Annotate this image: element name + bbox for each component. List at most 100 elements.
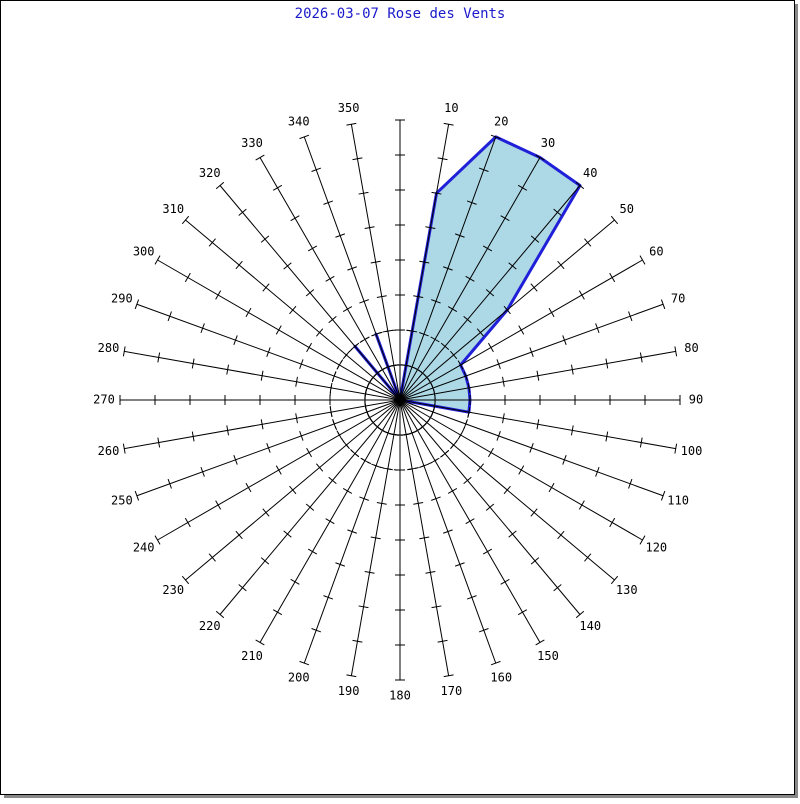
- tick-mark: [530, 235, 540, 243]
- tick-mark: [496, 359, 501, 369]
- direction-label: 330: [241, 136, 263, 150]
- tick-mark: [465, 518, 475, 525]
- tick-mark: [419, 536, 430, 540]
- tick-mark: [639, 437, 643, 448]
- tick-mark: [443, 266, 453, 271]
- tick-mark: [478, 167, 489, 172]
- tick-mark: [233, 335, 238, 346]
- tick-mark: [290, 578, 300, 585]
- tick-mark: [578, 500, 585, 510]
- tick-mark: [245, 482, 252, 493]
- tick-mark: [503, 305, 511, 315]
- tick-mark: [628, 311, 633, 322]
- tick-mark: [191, 358, 195, 369]
- tick-mark: [430, 457, 440, 464]
- tick-mark: [311, 628, 322, 633]
- tick-mark: [562, 454, 567, 465]
- chart-title: 2026-03-07 Rose des Vents: [295, 6, 506, 22]
- tick-mark: [200, 323, 205, 334]
- direction-label: 150: [537, 649, 559, 663]
- tick-mark: [289, 485, 297, 495]
- tick-mark: [311, 167, 322, 172]
- tick-mark: [260, 235, 270, 243]
- tick-mark: [191, 431, 195, 442]
- tick-mark: [529, 347, 534, 357]
- tick-mark: [447, 306, 458, 313]
- tick-mark: [154, 255, 161, 265]
- tick-mark: [437, 639, 448, 643]
- tick-mark: [266, 347, 271, 357]
- direction-label: 160: [490, 671, 512, 685]
- tick-mark: [262, 508, 270, 517]
- tick-mark: [530, 283, 538, 292]
- tick-mark: [315, 463, 324, 472]
- direction-label: 110: [667, 494, 689, 508]
- tick-mark: [371, 332, 381, 337]
- tick-mark: [346, 122, 357, 126]
- tick-mark: [609, 517, 616, 528]
- tick-mark: [584, 553, 592, 562]
- tick-mark: [272, 609, 283, 616]
- tick-mark: [609, 272, 616, 283]
- tick-mark: [437, 157, 448, 161]
- tick-mark: [306, 447, 313, 458]
- tick-mark: [295, 413, 298, 424]
- tick-mark: [500, 578, 510, 585]
- tick-mark: [215, 610, 225, 619]
- tick-mark: [342, 306, 353, 313]
- tick-mark: [431, 605, 442, 609]
- tick-mark: [502, 376, 505, 387]
- tick-mark: [352, 639, 363, 643]
- tick-mark: [557, 530, 565, 540]
- direction-label: 180: [389, 689, 411, 703]
- tick-mark: [262, 283, 270, 292]
- direction-label: 90: [689, 393, 703, 407]
- tick-mark: [299, 431, 304, 441]
- tick-mark: [530, 557, 540, 565]
- tick-mark: [443, 674, 454, 678]
- tick-mark: [639, 535, 646, 545]
- tick-mark: [674, 346, 678, 357]
- tick-mark: [502, 413, 505, 424]
- tick-mark: [431, 496, 441, 501]
- tick-mark: [359, 496, 369, 501]
- tick-mark: [478, 628, 489, 633]
- direction-label: 200: [288, 671, 310, 685]
- direction-label: 120: [645, 541, 667, 555]
- tick-mark: [307, 548, 318, 555]
- tick-mark: [496, 431, 501, 441]
- tick-mark: [208, 553, 216, 562]
- direction-label: 240: [133, 541, 155, 555]
- tick-mark: [233, 454, 238, 465]
- direction-label: 170: [441, 684, 463, 698]
- tick-mark: [325, 518, 335, 525]
- direction-label: 10: [444, 101, 458, 115]
- direction-label: 250: [111, 494, 133, 508]
- tick-mark: [226, 364, 230, 375]
- tick-mark: [215, 181, 225, 190]
- tick-mark: [315, 328, 324, 337]
- tick-mark: [290, 215, 300, 222]
- tick-mark: [342, 440, 350, 450]
- tick-mark: [548, 307, 555, 318]
- direction-label: 340: [288, 114, 310, 128]
- tick-mark: [329, 382, 333, 393]
- tick-mark: [463, 419, 468, 429]
- tick-mark: [447, 487, 458, 494]
- tick-mark: [518, 465, 525, 475]
- tick-mark: [346, 674, 357, 678]
- tick-mark: [454, 562, 465, 567]
- tick-mark: [299, 134, 310, 140]
- direction-label: 350: [338, 101, 360, 115]
- tick-mark: [122, 346, 126, 357]
- tick-mark: [575, 181, 585, 190]
- tick-mark: [370, 536, 381, 540]
- direction-label: 80: [684, 341, 698, 355]
- tick-mark: [275, 325, 282, 335]
- tick-mark: [364, 226, 375, 230]
- tick-mark: [283, 530, 292, 538]
- tick-mark: [167, 311, 172, 322]
- tick-mark: [260, 557, 270, 565]
- direction-label: 220: [199, 619, 221, 633]
- tick-mark: [371, 463, 381, 468]
